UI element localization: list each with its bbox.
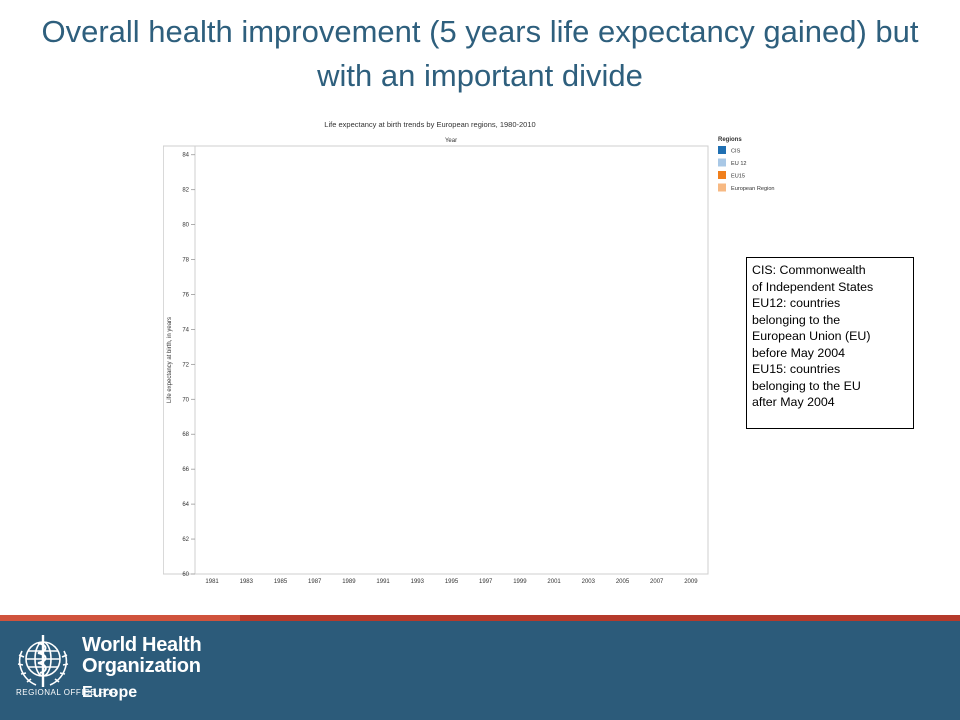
regional-office-label: REGIONAL OFFICE FOR [16,688,118,697]
note-line: belonging to the [752,312,841,327]
note-line: before May 2004 [752,345,845,360]
x-tick-label: 1987 [308,579,322,585]
x-tick-label: 1995 [445,579,459,585]
y-tick-label: 84 [182,153,189,159]
legend-label: EU15 [731,174,745,180]
footer-accent-strip [0,615,960,621]
chart-area: Life expectancy at birth trends by Europ… [163,120,775,585]
y-tick-label: 72 [182,362,189,368]
footer-accent-strip-light [0,615,240,621]
note-line: EU12: countries [752,296,841,310]
x-tick-label: 1993 [411,579,425,585]
y-tick-label: 64 [182,502,189,508]
x-tick-label: 1997 [479,579,493,585]
x-tick-label: 2009 [684,579,698,585]
x-tick-label: 2001 [547,579,561,585]
legend-swatch [718,183,726,192]
region-label: Europe [82,684,138,701]
note-line: after May 2004 [752,395,835,409]
legend-swatch [718,171,726,179]
footer-bar: World Health Organization REGIONAL OFFIC… [0,621,960,720]
who-emblem-icon [14,631,72,691]
legend-note-box: CIS: Commonwealth of Independent States … [746,257,914,429]
x-tick-label: 2007 [650,579,664,585]
legend-title: Regions [718,137,742,143]
legend-swatch [718,158,726,167]
x-tick-label: 1999 [513,579,527,585]
x-tick-label: 1991 [376,579,390,585]
slide-title: Overall health improvement (5 years life… [41,14,919,93]
legend-label: EU 12 [731,161,747,167]
y-tick-label: 80 [182,223,189,229]
org-name-line2: Organization [82,655,201,677]
note-line: EU15: countries [752,362,841,376]
note-line: belonging to the EU [752,378,861,393]
y-tick-label: 68 [182,432,189,438]
line-chart: Life expectancy at birth trends by Europ… [163,120,775,585]
note-line: CIS: Commonwealth [752,263,866,277]
x-tick-label: 2003 [582,579,596,585]
y-tick-label: 76 [182,292,189,298]
org-name-line1: World Health [82,634,202,656]
y-axis-label: Life expectancy at birth, in years [167,317,173,403]
x-tick-label: 1981 [205,579,219,585]
legend-label: European Region [731,186,775,192]
who-wordmark: World Health Organization [82,634,202,677]
y-tick-label: 66 [182,467,189,473]
legend-swatch [718,146,726,154]
y-tick-label: 62 [182,537,189,543]
chart-title: Life expectancy at birth trends by Europ… [324,120,535,129]
x-axis-label: Year [445,138,457,144]
y-tick-label: 82 [182,188,189,194]
y-tick-label: 74 [182,327,189,333]
x-tick-label: 2005 [616,579,630,585]
plot-area [194,145,709,575]
x-tick-label: 1985 [274,579,288,585]
x-tick-label: 1989 [342,579,356,585]
x-tick-label: 1983 [240,579,254,585]
y-tick-label: 60 [182,572,189,578]
legend-label: CIS [731,149,741,155]
note-line: of Independent States [752,279,874,294]
chart-left-rule [163,146,164,574]
y-tick-label: 70 [182,397,189,403]
note-line: European Union (EU) [752,329,871,343]
y-tick-label: 78 [182,258,189,264]
